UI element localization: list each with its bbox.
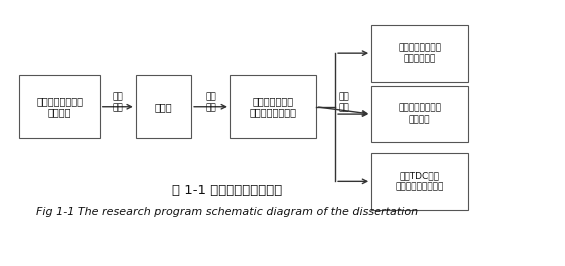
Text: 时间差数据处理方: 时间差数据处理方	[398, 104, 441, 113]
Text: 原理: 原理	[112, 104, 123, 113]
Text: 时差法: 时差法	[155, 102, 172, 112]
Text: 方案: 方案	[338, 104, 349, 113]
FancyBboxPatch shape	[371, 153, 468, 210]
FancyBboxPatch shape	[371, 25, 468, 81]
FancyBboxPatch shape	[136, 75, 191, 138]
FancyBboxPatch shape	[19, 75, 100, 138]
FancyBboxPatch shape	[230, 75, 316, 138]
Text: 输时间（时间差）: 输时间（时间差）	[249, 107, 296, 118]
Text: 高精度超声流量计: 高精度超声流量计	[36, 96, 83, 106]
FancyBboxPatch shape	[371, 86, 468, 143]
Text: 课题方案: 课题方案	[48, 107, 71, 118]
Text: 时间差测量方法及: 时间差测量方法及	[398, 43, 441, 52]
Text: 采取: 采取	[338, 92, 349, 101]
Text: 影响因素分析: 影响因素分析	[403, 55, 436, 63]
Text: 关键: 关键	[205, 92, 216, 101]
Text: 法的研究: 法的研究	[409, 115, 431, 124]
Text: 基于TDC技术: 基于TDC技术	[399, 171, 440, 180]
Text: 精密测量超声传: 精密测量超声传	[252, 96, 293, 106]
Text: 测量: 测量	[112, 92, 123, 101]
Text: Fig 1-1 The research program schematic diagram of the dissertation: Fig 1-1 The research program schematic d…	[36, 207, 418, 217]
Text: 的时间测量电路设计: 的时间测量电路设计	[396, 183, 444, 192]
Text: 技术: 技术	[205, 104, 216, 113]
Text: 图 1-1 课题研究方案示意图: 图 1-1 课题研究方案示意图	[172, 184, 282, 197]
